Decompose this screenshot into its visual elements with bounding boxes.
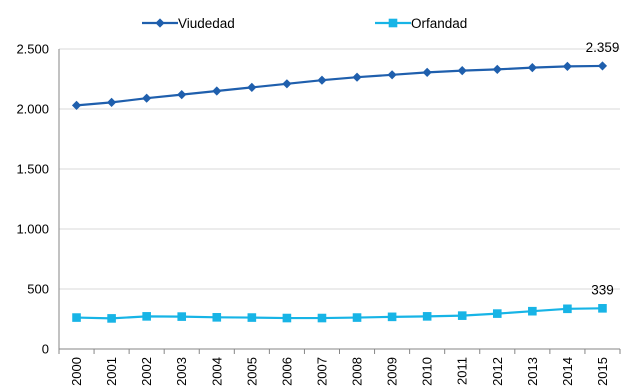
data-point — [106, 97, 117, 107]
data-point — [72, 313, 81, 322]
x-tick-label: 2001 — [104, 357, 119, 386]
data-point — [177, 90, 187, 100]
data-point — [597, 61, 608, 71]
data-point — [142, 93, 152, 103]
x-tick-label: 2007 — [314, 357, 329, 386]
x-tick-label: 2000 — [69, 357, 84, 386]
legend-item-viudedad: Viudedad — [142, 16, 235, 31]
y-tick-label: 1.000 — [16, 222, 49, 237]
data-label: 339 — [591, 282, 614, 297]
data-point — [282, 313, 292, 323]
x-tick-label: 2011 — [455, 357, 470, 385]
x-tick-label: 2004 — [209, 357, 224, 386]
data-point — [71, 100, 82, 110]
data-point — [317, 75, 327, 85]
x-tick-label: 2010 — [420, 357, 435, 386]
data-point — [177, 312, 187, 321]
data-point — [598, 304, 607, 313]
data-point — [142, 312, 151, 321]
data-point — [492, 64, 502, 74]
data-point — [422, 67, 432, 77]
y-tick-label: 2.000 — [16, 102, 49, 117]
data-point — [528, 306, 537, 316]
data-point — [457, 66, 467, 76]
data-label: 2.359 — [586, 40, 620, 55]
data-point — [247, 313, 257, 322]
y-tick-label: 2.500 — [16, 42, 49, 57]
y-tick-label: 0 — [42, 342, 49, 357]
legend-item-orfandad: Orfandad — [375, 16, 467, 31]
data-point — [492, 309, 502, 318]
data-point — [317, 313, 327, 323]
data-labels: 2.359 339 — [586, 40, 620, 297]
legend: Viudedad Orfandad — [142, 16, 467, 31]
x-tick-label: 2009 — [385, 357, 400, 386]
x-tick-label: 2012 — [490, 357, 505, 386]
x-tick-label: 2013 — [525, 357, 540, 386]
grid-lines — [59, 48, 620, 290]
x-tick-label: 2008 — [350, 357, 365, 386]
y-tick-label: 500 — [27, 282, 49, 297]
series-viudedad — [71, 61, 608, 110]
x-tick-label: 2003 — [174, 357, 189, 386]
data-point — [387, 70, 397, 80]
series-group — [71, 61, 608, 323]
data-point — [212, 313, 222, 322]
x-tick-label: 2014 — [560, 357, 575, 386]
data-point — [212, 86, 222, 96]
data-point — [352, 72, 362, 82]
data-point — [107, 314, 116, 323]
y-tick-label: 1.500 — [16, 162, 49, 177]
data-point — [388, 18, 398, 28]
data-point — [352, 313, 362, 322]
data-point — [387, 312, 397, 322]
legend-label: Viudedad — [178, 16, 235, 31]
data-point — [155, 18, 165, 28]
x-tick-label: 2006 — [279, 357, 294, 386]
x-tick-label: 2005 — [244, 357, 259, 386]
data-point — [563, 304, 572, 314]
series-line — [76, 307, 603, 320]
legend-label: Orfandad — [411, 16, 467, 31]
data-point — [562, 61, 573, 71]
data-point — [527, 63, 537, 73]
x-tick-label: 2002 — [139, 357, 154, 386]
series-orfandad — [72, 304, 607, 323]
series-line — [76, 64, 603, 107]
y-axis: 0 500 1.000 1.500 2.000 2.500 — [16, 42, 60, 357]
data-point — [247, 82, 257, 92]
x-tick-label: 2015 — [595, 357, 610, 386]
x-axis: 2000 2001 2002 2003 2004 2005 2006 2007 2008 2009… — [58, 348, 621, 386]
data-point — [457, 311, 467, 320]
data-point — [422, 312, 432, 321]
data-point — [282, 79, 292, 89]
